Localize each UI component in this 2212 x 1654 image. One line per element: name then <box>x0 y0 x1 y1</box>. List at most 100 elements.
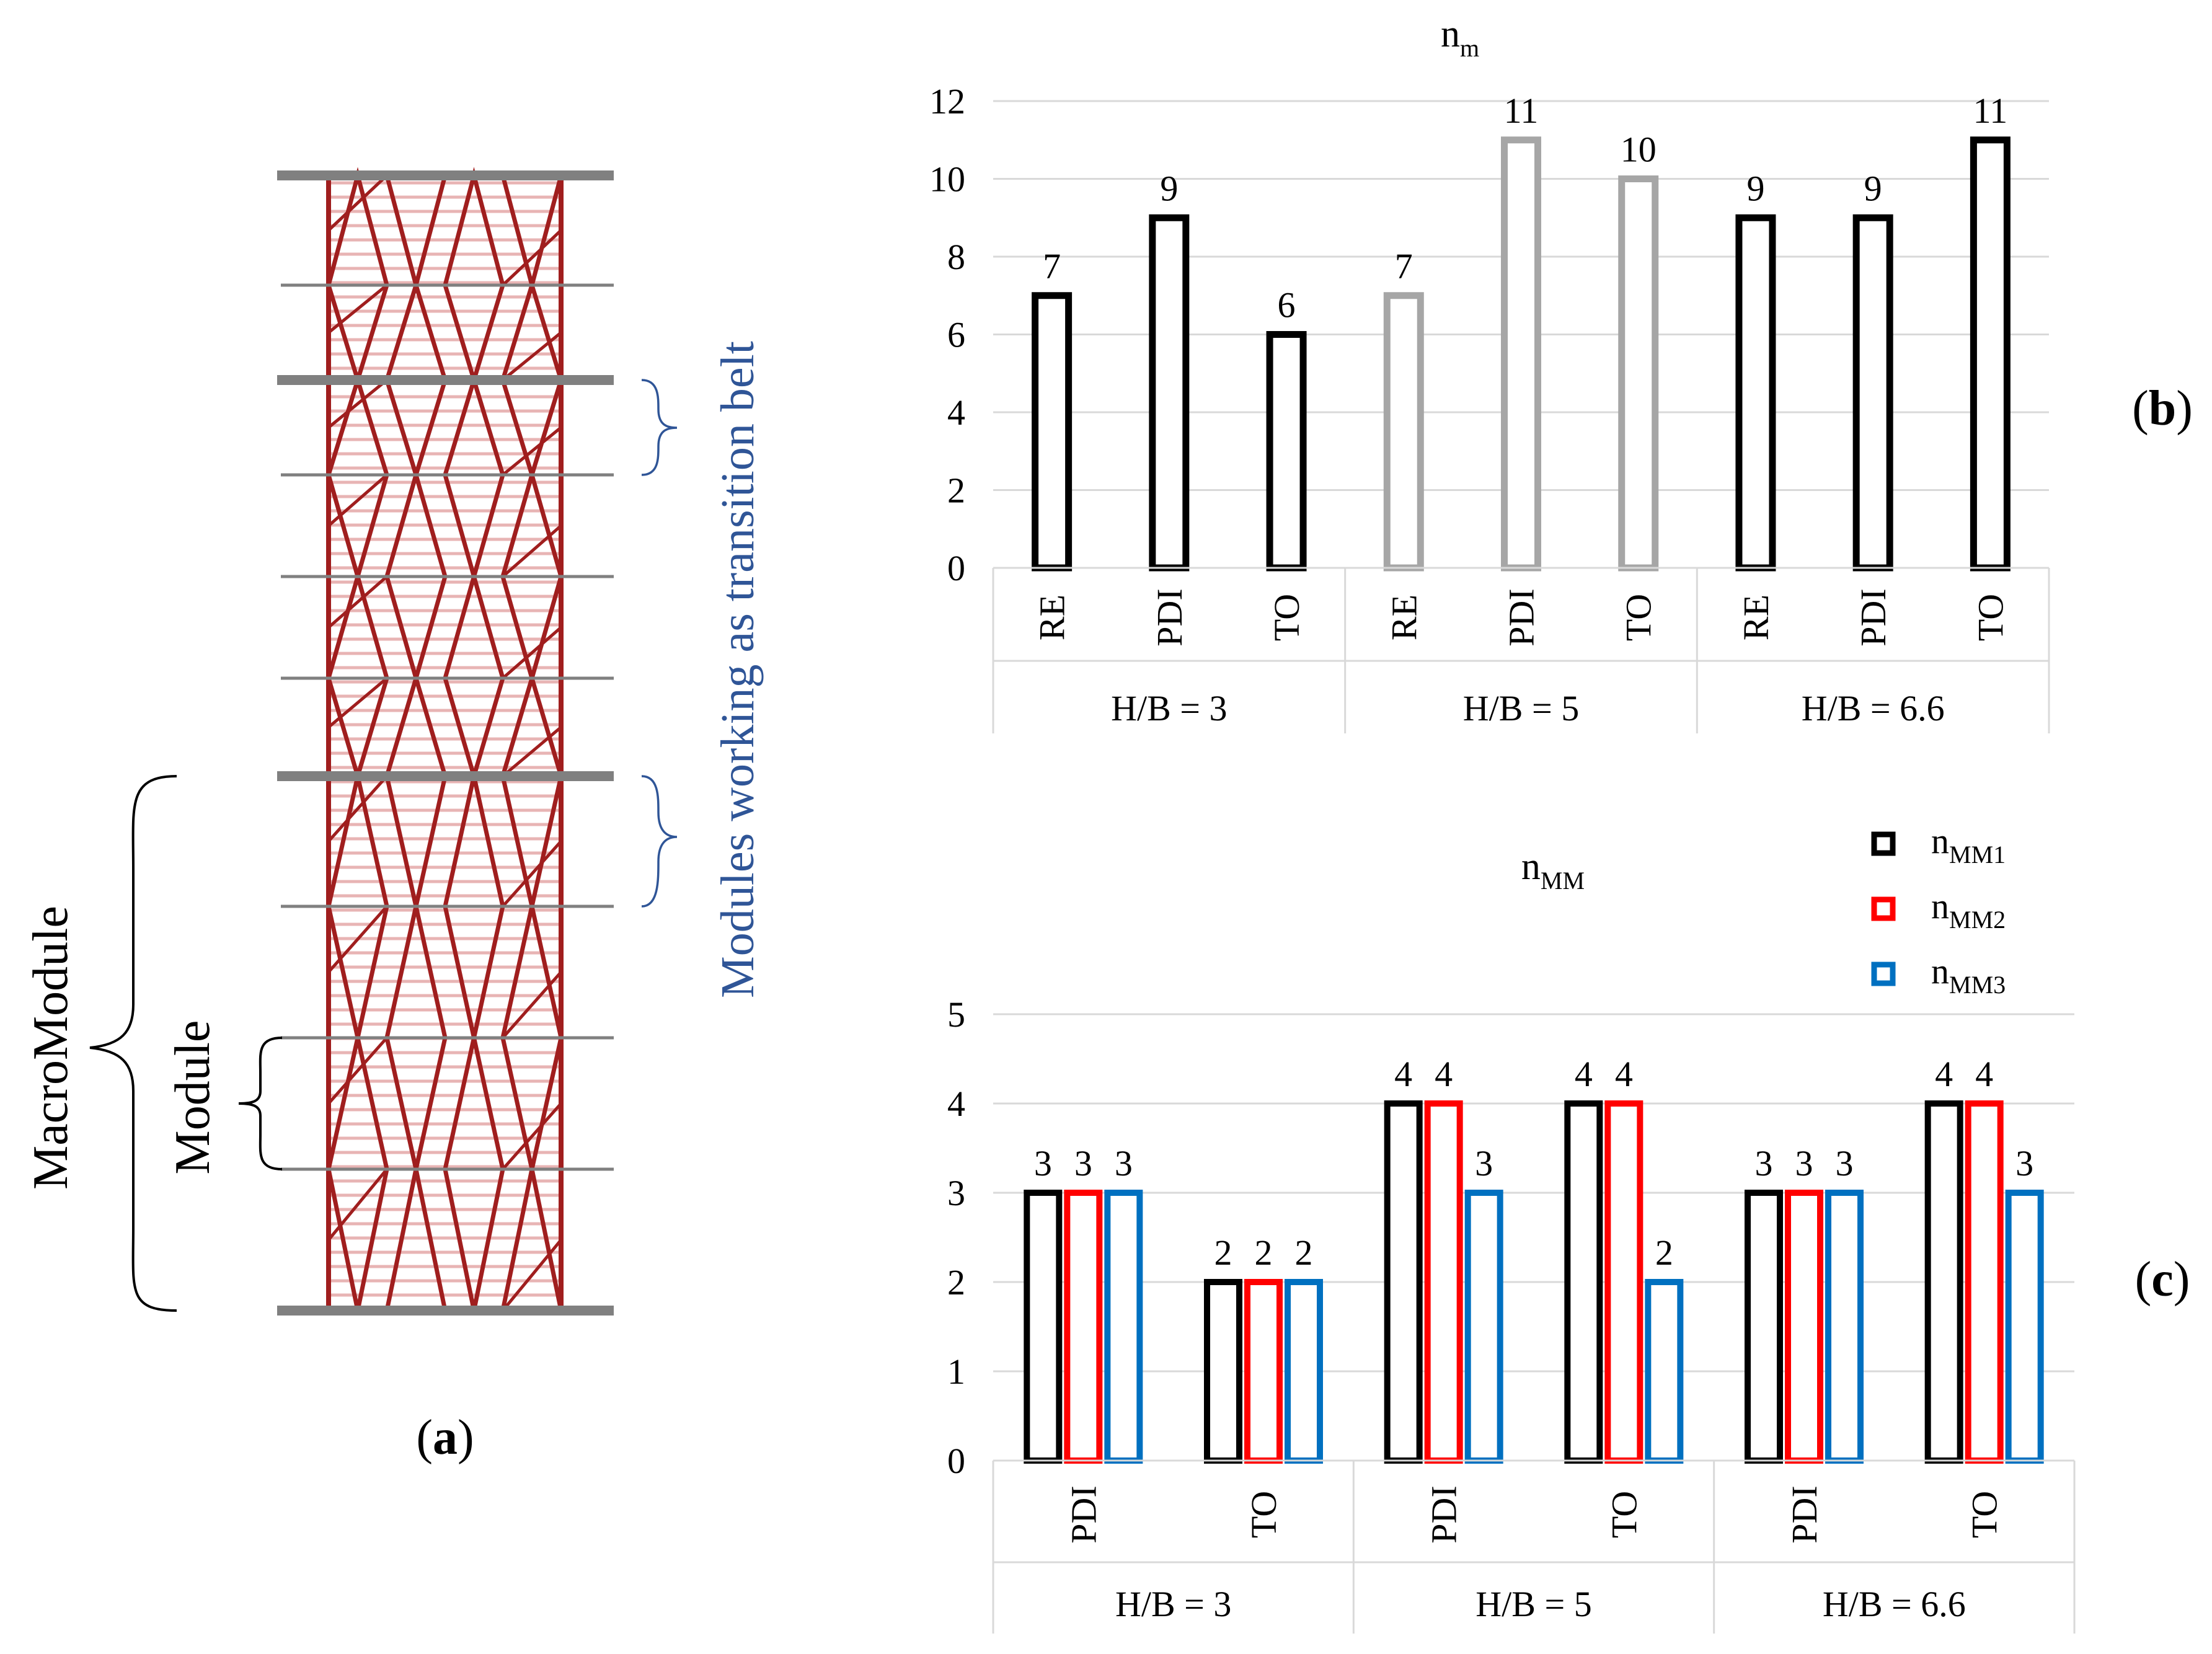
diagrid-member <box>502 840 562 908</box>
diagrid-member <box>384 278 448 381</box>
y-tick-label: 4 <box>947 392 965 433</box>
y-tick-label: 5 <box>947 994 965 1035</box>
data-label: 3 <box>1034 1143 1052 1183</box>
chart-b-category-axis: RE PDI TO RE PDI TO RE PDI TO H/B = 3 H/B = 5 H/B =… <box>992 567 2050 733</box>
x-tick-label: PDI <box>1424 1485 1464 1543</box>
diagrid-member <box>502 971 562 1039</box>
diagrid-tower <box>326 167 564 1312</box>
bar <box>1970 136 2011 572</box>
diagrid-member <box>326 678 389 784</box>
bar <box>1149 214 1190 572</box>
data-label: 9 <box>1746 168 1764 208</box>
module-brace <box>238 1037 283 1170</box>
x-tick-label: PDI <box>1784 1485 1825 1543</box>
legend-label: nMM3 <box>1931 951 2006 999</box>
bar <box>1285 1279 1323 1464</box>
bar <box>1852 214 1893 572</box>
transition-belt-label: Modules working as transition belt <box>712 341 764 998</box>
y-tick-label: 2 <box>947 471 965 511</box>
legend-swatch <box>1871 896 1896 921</box>
data-label: 11 <box>1504 91 1539 131</box>
group-label: H/B = 5 <box>1475 1584 1591 1624</box>
diagrid-member <box>502 426 562 476</box>
floor-beams <box>277 170 614 1316</box>
bar <box>2005 1190 2044 1464</box>
diagrid-member <box>384 379 448 482</box>
diagrid-member <box>500 379 564 482</box>
diagrid-member <box>326 568 389 679</box>
diagrid-member <box>502 229 562 286</box>
diagrid-member <box>500 670 564 777</box>
y-tick-label: 2 <box>947 1262 965 1302</box>
diagrid-member <box>326 1037 389 1170</box>
diagrid-member <box>443 678 505 784</box>
diagrid-member <box>384 1037 448 1170</box>
x-tick-label: PDI <box>1149 588 1190 646</box>
data-label: 4 <box>1975 1054 1993 1094</box>
module-label: Module <box>166 1020 220 1175</box>
diagrid-member <box>500 906 564 1038</box>
bar <box>1383 292 1424 572</box>
chart-b: nm 0 2 4 6 8 10 12 7 9 6 7 11 10 9 9 11 RE PDI TO RE PDI TO… <box>929 13 2193 733</box>
chart-c-title: nMM <box>1521 846 1585 895</box>
diagrid-member <box>384 670 448 777</box>
bar <box>1745 1190 1783 1464</box>
data-label: 2 <box>1655 1232 1673 1273</box>
diagrid-member <box>502 524 562 578</box>
data-label: 7 <box>1395 246 1413 286</box>
diagrid-member <box>443 568 505 679</box>
y-tick-label: 10 <box>929 159 965 200</box>
diagrid-member <box>384 576 448 686</box>
diagrid-member <box>500 278 564 381</box>
bar <box>1024 1190 1063 1464</box>
diagrid-member <box>327 174 388 232</box>
group-label: H/B = 6.6 <box>1802 688 1945 728</box>
diagrid-member <box>327 1168 388 1241</box>
diagrid-member <box>327 474 388 527</box>
legend-swatch <box>1871 831 1896 856</box>
diagrid-member <box>326 906 389 1038</box>
data-label: 3 <box>1795 1143 1813 1183</box>
chart-c-bars <box>1024 1100 2044 1464</box>
group-label: H/B = 3 <box>1111 688 1227 728</box>
chart-c-category-axis: PDI TO PDI TO PDI TO H/B = 3 H/B = 5 H/B = 6.6 <box>992 1459 2076 1634</box>
data-label: 3 <box>1755 1143 1773 1183</box>
diagrid-member <box>502 626 562 679</box>
bar <box>1735 214 1776 572</box>
legend-label: nMM2 <box>1931 886 2006 934</box>
diagrid-member <box>500 1037 564 1170</box>
x-tick-label: RE <box>1032 595 1073 640</box>
chart-c-gridlines <box>993 1013 2074 1462</box>
y-tick-label: 8 <box>947 237 965 277</box>
diagrid-member <box>502 331 562 381</box>
data-label: 4 <box>1615 1054 1633 1094</box>
group-label: H/B = 3 <box>1115 1584 1231 1624</box>
data-label: 4 <box>1394 1054 1412 1094</box>
bar <box>1825 1190 1864 1464</box>
diagrid-member <box>327 677 388 728</box>
chart-c-y-tick-labels: 0 1 2 3 4 5 <box>947 994 965 1481</box>
chart-b-bars <box>1032 136 2011 572</box>
bar <box>1384 1100 1423 1464</box>
bar <box>1266 331 1307 572</box>
bar <box>1204 1279 1242 1464</box>
x-tick-label: PDI <box>1502 588 1542 646</box>
y-tick-label: 3 <box>947 1173 965 1213</box>
bar <box>1564 1100 1603 1464</box>
data-label: 4 <box>1935 1054 1953 1094</box>
diagrid-member <box>443 372 505 476</box>
bar <box>1244 1279 1283 1464</box>
data-label: 3 <box>1475 1143 1493 1183</box>
diagrid-member <box>443 1169 505 1311</box>
panel-a: MacroModule Module Modules working as tr… <box>24 167 764 1465</box>
y-tick-label: 4 <box>947 1084 965 1124</box>
bar <box>1424 1100 1463 1464</box>
diagrid-member <box>327 905 388 973</box>
chart-b-y-tick-labels: 0 2 4 6 8 10 12 <box>929 81 965 588</box>
diagrid-member <box>327 284 388 334</box>
x-tick-label: PDI <box>1853 588 1893 646</box>
x-tick-label: TO <box>1267 594 1307 641</box>
x-tick-label: RE <box>1736 595 1776 640</box>
